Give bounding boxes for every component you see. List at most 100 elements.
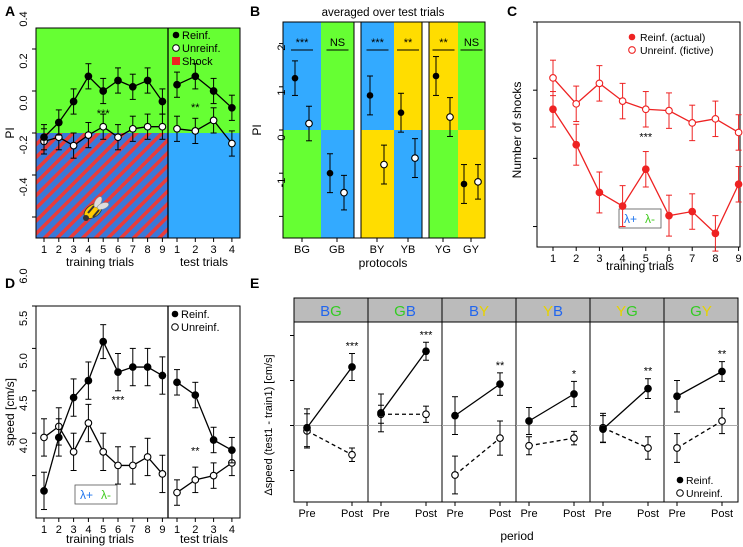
panel-d-unreinf-test-point bbox=[209, 471, 218, 480]
panel-a-y-axis: -0.4 -0.2 0.0 0.2 0.4 bbox=[18, 11, 36, 218]
panel-a-reinf-test-point bbox=[228, 103, 236, 112]
panel-a-y-tick-label: 0.0 bbox=[18, 95, 30, 110]
panel-e-x-tick-label: Pre bbox=[446, 508, 463, 520]
panel-d-x-training-tick-label: 4 bbox=[85, 524, 91, 536]
panel-e-reinf-line bbox=[528, 393, 575, 422]
panel-a-x-training-tick-label: 4 bbox=[85, 244, 91, 256]
panel-a-unreinf-training-point bbox=[128, 124, 137, 133]
panel-d-x-test-tick-label: 3 bbox=[211, 524, 217, 536]
panel-c-reinf-point bbox=[711, 229, 720, 238]
panel-d-x-training-tick-label: 3 bbox=[71, 524, 77, 536]
panel-c-x-tick-label: 4 bbox=[620, 253, 626, 265]
panel-c-y-axis: 10152025 bbox=[533, 21, 537, 228]
panel-d-unreinf-training-point bbox=[158, 470, 167, 478]
panel-a-x-training-tick-label: 6 bbox=[115, 244, 121, 256]
panel-b-bg-bottom bbox=[321, 130, 354, 238]
panel-e: Δspeed (test1 - train1) [cm/s] period -1… bbox=[263, 44, 739, 543]
panel-e-facet-title-letter: Y bbox=[616, 303, 626, 320]
panel-e-x-tick-label: Pre bbox=[372, 508, 389, 520]
legend-marker-reinf bbox=[171, 310, 179, 318]
panel-a-legend: Reinf. Unreinf. Shock bbox=[172, 30, 221, 68]
panel-e-facet: GY ** Pre Post bbox=[663, 297, 739, 520]
legend-marker-reinf bbox=[172, 31, 180, 39]
panel-e-reinf-point bbox=[644, 384, 652, 393]
panel-a-unreinf-test-point bbox=[209, 116, 218, 125]
panel-d-unreinf-training-point bbox=[40, 433, 48, 442]
panel-b-significance-label: ** bbox=[439, 37, 448, 49]
panel-b-unreinf-point bbox=[340, 188, 348, 197]
panel-d-reinf-training-point bbox=[128, 363, 137, 371]
panel-e-unreinf-line bbox=[528, 437, 575, 447]
panel-a-unreinf-test-line bbox=[176, 119, 233, 144]
panel-e-unreinf-point bbox=[451, 471, 459, 479]
panel-c-reinf-point bbox=[665, 211, 673, 220]
panel-a-unreinf-test-point bbox=[173, 124, 181, 133]
panel-a-xlabel-test: test trials bbox=[180, 255, 228, 269]
panel-d-x-test-tick-label: 2 bbox=[192, 524, 198, 536]
panel-a-unreinf-test-point bbox=[191, 127, 200, 135]
panel-b-x-tick-label: BG bbox=[294, 244, 310, 256]
panel-d-unreinf-test-point bbox=[191, 475, 200, 484]
panel-d-y-tick-label: 4.0 bbox=[18, 438, 30, 453]
panel-d-reinf-training-point bbox=[69, 393, 78, 402]
panel-e-facet: BG *** Pre Post bbox=[293, 297, 369, 520]
panel-d-unreinf-training-point bbox=[69, 448, 78, 456]
panel-c-x-tick-label: 5 bbox=[643, 253, 649, 265]
panel-a-unreinf-training-point bbox=[99, 122, 108, 131]
panel-a-bg-hatch bbox=[36, 133, 168, 238]
panel-b-significance-label: *** bbox=[296, 37, 310, 49]
panel-c-unreinf-point bbox=[711, 114, 720, 123]
panel-b-unreinf-point bbox=[305, 119, 313, 128]
panel-b-unreinf-point bbox=[380, 160, 388, 169]
panel-d-y-tick-label: 5.5 bbox=[18, 311, 30, 326]
panel-a-x-training-tick-label: 8 bbox=[145, 244, 151, 256]
legend-label-unreinf: Unreinf. bbox=[181, 322, 220, 334]
panel-d-reinf-test-line bbox=[176, 381, 233, 451]
panel-d-unreinf-training-point bbox=[128, 461, 137, 470]
panel-d-x-training-tick-label: 2 bbox=[56, 524, 62, 536]
panel-e-significance: ** bbox=[496, 360, 505, 372]
panel-b-ylabel: PI bbox=[250, 124, 264, 135]
panel-c-reinf-point bbox=[572, 140, 581, 149]
panel-a-reinf-training-point bbox=[84, 72, 93, 81]
panel-e-facet-header bbox=[367, 297, 443, 323]
panel-a-x-training-tick-label: 3 bbox=[71, 244, 77, 256]
panel-e-facet: BY ** Pre Post bbox=[441, 297, 517, 520]
panel-e-facet-header bbox=[589, 297, 665, 323]
panel-e-y-tick-label: 1 bbox=[276, 89, 288, 95]
panel-e-x-tick-label: Pre bbox=[594, 508, 611, 520]
panel-b-significance-label: *** bbox=[371, 37, 385, 49]
panel-b-reinf-point bbox=[326, 169, 334, 177]
panel-e-facet-title-letter: B bbox=[469, 303, 479, 320]
panel-b-unreinf-point bbox=[474, 177, 482, 186]
panel-d-reinf-test-point bbox=[173, 378, 181, 387]
panel-a-reinf-training-point bbox=[158, 97, 167, 106]
panel-d-inset-label: λ+ λ- bbox=[74, 484, 118, 505]
panel-a-reinf-training-point bbox=[143, 76, 152, 85]
panel-a-x-test-tick-label: 3 bbox=[211, 244, 217, 256]
panel-e-significance: *** bbox=[346, 341, 360, 353]
panel-e-significance: ** bbox=[718, 349, 727, 361]
panel-a-reinf-test-line bbox=[176, 75, 233, 109]
panel-b-x-tick-label: GB bbox=[329, 244, 345, 256]
inset-lambda-plus: λ+ bbox=[624, 212, 637, 226]
panel-c-unreinf-point bbox=[734, 128, 743, 137]
panel-b-significance-label: NS bbox=[330, 37, 345, 49]
panel-letter-b: B bbox=[250, 3, 260, 19]
panel-a-x-test-tick-label: 1 bbox=[174, 244, 180, 256]
panel-a-marks: 1 2 3 4 5 6 7 8 9 1 2 3 4*** ** bbox=[40, 63, 236, 256]
panel-b-x-tick-label: BY bbox=[370, 244, 385, 256]
panel-e-facet-title: GB bbox=[394, 303, 416, 320]
panel-a-bg-blue bbox=[168, 133, 240, 238]
panel-d-legend: Reinf. Unreinf. bbox=[171, 309, 220, 334]
panel-e-y-tick-label: 0 bbox=[276, 134, 288, 140]
panel-e-reinf-point bbox=[348, 363, 356, 371]
panel-c-unreinf-point bbox=[595, 79, 604, 88]
legend-label-shock: Shock bbox=[182, 56, 213, 68]
panel-e-facet-title: GY bbox=[690, 303, 712, 320]
panel-c-marks: 1 2 3 4 5 6 7 8 9 *** bbox=[549, 59, 743, 265]
inset-lambda-plus: λ+ bbox=[80, 488, 93, 502]
panel-a: Reinf. Unreinf. Shock PI training trials… bbox=[3, 11, 241, 269]
panel-e-unreinf-point bbox=[525, 441, 533, 450]
